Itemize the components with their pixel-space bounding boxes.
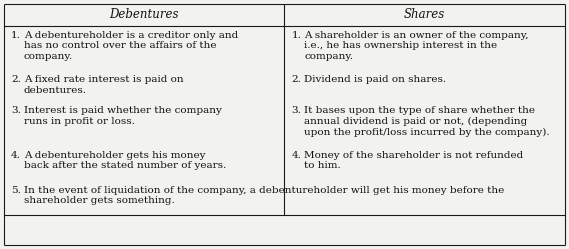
Text: 1.: 1. xyxy=(291,31,302,40)
Text: Debentures: Debentures xyxy=(109,8,179,21)
Text: A fixed rate interest is paid on
debentures.: A fixed rate interest is paid on debentu… xyxy=(24,75,184,95)
Text: 1.: 1. xyxy=(11,31,21,40)
Text: 3.: 3. xyxy=(291,107,302,116)
Text: Dividend is paid on shares.: Dividend is paid on shares. xyxy=(304,75,447,84)
Text: Shares: Shares xyxy=(404,8,446,21)
Text: 3.: 3. xyxy=(11,107,21,116)
Text: Money of the shareholder is not refunded
to him.: Money of the shareholder is not refunded… xyxy=(304,151,523,170)
Text: Interest is paid whether the company
runs in profit or loss.: Interest is paid whether the company run… xyxy=(24,107,222,126)
Text: A debentureholder gets his money
back after the stated number of years.: A debentureholder gets his money back af… xyxy=(24,151,226,170)
Text: 2.: 2. xyxy=(11,75,21,84)
Text: 4.: 4. xyxy=(291,151,302,160)
Text: 4.: 4. xyxy=(11,151,21,160)
Text: It bases upon the type of share whether the
annual dividend is paid or not, (dep: It bases upon the type of share whether … xyxy=(304,107,550,137)
Text: In the event of liquidation of the company, a debentureholder will get his money: In the event of liquidation of the compa… xyxy=(24,186,504,205)
Text: A debentureholder is a creditor only and
has no control over the affairs of the
: A debentureholder is a creditor only and… xyxy=(24,31,238,61)
Text: 2.: 2. xyxy=(291,75,302,84)
Text: 5.: 5. xyxy=(11,186,21,195)
Text: A shareholder is an owner of the company,
i.e., he has ownership interest in the: A shareholder is an owner of the company… xyxy=(304,31,529,61)
